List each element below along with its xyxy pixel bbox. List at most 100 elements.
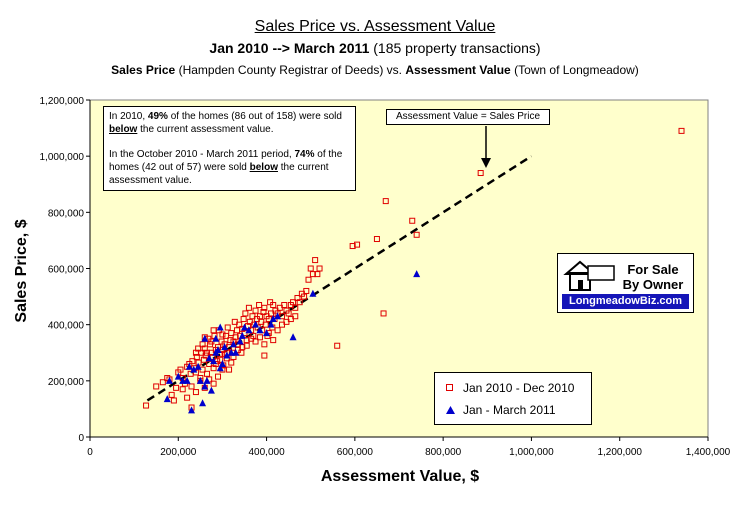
data-point-2010: [252, 307, 259, 314]
data-point-2010: [226, 366, 233, 373]
arrow-head-icon: [481, 158, 491, 168]
data-point-2010: [409, 217, 416, 224]
data-point-2011: [188, 406, 196, 414]
data-point-2010: [413, 231, 420, 238]
data-point-2010: [200, 356, 207, 363]
chart-title: Sales Price vs. Assessment Value: [254, 18, 496, 35]
legend-item-2010: Jan 2010 - Dec 2010: [443, 377, 583, 399]
data-point-2010: [261, 304, 268, 311]
data-point-2010: [192, 389, 199, 396]
data-point-2011: [289, 333, 297, 341]
data-point-2011: [201, 334, 209, 342]
data-point-2010: [203, 370, 210, 377]
source-b-label: Assessment Value: [405, 63, 511, 77]
data-point-2010: [228, 359, 235, 366]
data-point-2010: [274, 327, 281, 334]
data-point-2010: [349, 243, 356, 250]
y-tick-label: 600,000: [48, 265, 85, 276]
data-point-2011: [267, 320, 275, 328]
y-axis-label: Sales Price, $: [13, 219, 30, 323]
data-point-2010: [239, 344, 246, 351]
data-point-2010: [334, 342, 341, 349]
data-point-2010: [373, 236, 380, 243]
x-tick-label: 200,000: [160, 447, 197, 458]
data-point-2011: [269, 315, 277, 323]
data-point-2011: [229, 340, 237, 348]
data-point-2011: [174, 372, 182, 380]
data-point-2010: [678, 127, 685, 134]
data-point-2011: [199, 399, 207, 407]
data-point-2010: [177, 366, 184, 373]
data-point-2010: [314, 271, 321, 278]
data-point-2010: [219, 331, 226, 338]
chart-source-line: Sales Price (Hampden County Registrar of…: [0, 63, 750, 77]
data-point-2010: [168, 391, 175, 398]
data-point-2011: [241, 323, 248, 331]
data-point-2011: [205, 354, 213, 362]
data-point-2010: [380, 310, 387, 317]
data-point-2011: [201, 382, 209, 390]
data-point-2011: [238, 331, 246, 339]
data-point-2010: [228, 330, 235, 337]
data-point-2011: [218, 359, 226, 367]
data-point-2010: [159, 379, 166, 386]
data-point-2010: [354, 241, 361, 248]
data-point-2010: [192, 349, 199, 356]
data-point-2010: [285, 310, 292, 317]
x-tick-label: 400,000: [248, 447, 285, 458]
x-tick-label: 1,400,000: [686, 447, 731, 458]
x-tick-label: 1,000,000: [509, 447, 554, 458]
house-icon: [563, 260, 615, 291]
data-point-2010: [256, 313, 263, 320]
data-point-2010: [261, 352, 268, 359]
x-axis-label: Assessment Value, $: [320, 468, 480, 485]
data-point-2010: [382, 198, 389, 205]
data-point-2010: [270, 302, 277, 309]
data-point-2010: [199, 341, 206, 348]
data-point-2011: [263, 329, 271, 337]
data-point-2011: [309, 289, 317, 297]
data-point-2010: [290, 299, 297, 306]
data-point-2011: [216, 364, 224, 372]
data-point-2010: [316, 265, 323, 272]
data-point-2010: [312, 257, 319, 264]
data-point-2011: [163, 395, 171, 403]
x-tick-label: 600,000: [337, 447, 374, 458]
fsbo-logo: For Sale By Owner LongmeadowBiz.com: [557, 253, 694, 313]
data-point-2011: [203, 376, 211, 384]
reference-line: [146, 155, 533, 402]
square-marker-icon: [443, 384, 457, 392]
legend-label-2010: Jan 2010 - Dec 2010: [463, 381, 575, 395]
legend-label-2011: Jan - March 2011: [463, 403, 556, 417]
data-point-2011: [165, 376, 173, 384]
logo-text: For Sale By Owner: [622, 262, 684, 292]
data-point-2010: [262, 321, 269, 328]
data-point-2010: [193, 353, 200, 360]
data-point-2010: [188, 383, 195, 390]
x-tick-label: 0: [87, 447, 93, 458]
data-point-2010: [173, 384, 180, 391]
data-point-2010: [170, 397, 177, 404]
data-point-2011: [232, 348, 240, 356]
data-point-2010: [292, 313, 299, 320]
data-point-2010: [270, 337, 277, 344]
data-point-2010: [242, 310, 249, 317]
data-point-2011: [183, 376, 191, 384]
data-point-2011: [210, 357, 218, 365]
legend: Jan 2010 - Dec 2010 Jan - March 2011: [434, 372, 592, 425]
data-point-2010: [243, 337, 250, 344]
data-point-2010: [236, 321, 243, 328]
x-tick-label: 1,200,000: [597, 447, 642, 458]
data-point-2011: [252, 320, 260, 328]
data-point-2010: [303, 287, 310, 294]
data-point-2010: [301, 293, 308, 300]
summary-note: In 2010, 49% of the homes (86 out of 158…: [103, 106, 356, 191]
source-a-desc: (Hampden County Registrar of Deeds) vs.: [175, 63, 406, 77]
data-point-2011: [194, 362, 202, 370]
legend-item-2011: Jan - March 2011: [443, 399, 583, 421]
data-point-2010: [305, 276, 312, 283]
data-point-2010: [245, 304, 252, 311]
note-paragraph-2011: In the October 2010 - March 2011 period,…: [109, 149, 343, 186]
data-point-2011: [227, 348, 235, 356]
data-point-2010: [210, 380, 217, 387]
